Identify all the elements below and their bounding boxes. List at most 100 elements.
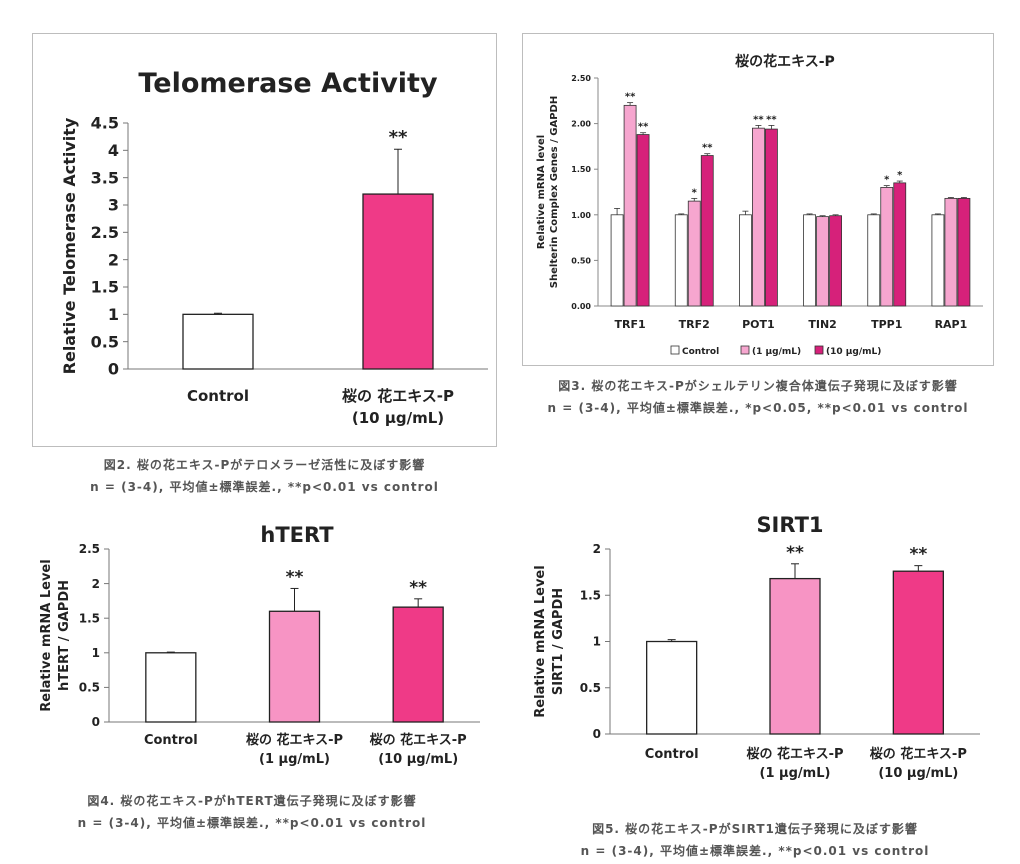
legend-swatch: [740, 345, 750, 355]
caption-note: n = (3-4), 平均値±標準誤差., *p<0.05, **p<0.01 …: [547, 401, 969, 415]
htert-chart: hTERT Relative mRNA Level hTERT / GAPDH 0 0.…: [39, 523, 480, 767]
chart-title: Telomerase Activity: [138, 68, 438, 99]
x-category-label: Control: [645, 747, 699, 762]
bar: [769, 577, 821, 735]
y-axis-label: Relative mRNA level: [536, 135, 547, 249]
x-category-sublabel: (1 μg/mL): [760, 766, 831, 781]
y-tick-label: 0: [108, 360, 119, 379]
bar: [739, 214, 752, 307]
y-tick-label: 3.5: [91, 168, 119, 187]
x-category-label: TPP1: [871, 318, 902, 331]
caption-title: 図5. 桜の花エキス-PがSIRT1遺伝子発現に及ぼす影響: [592, 822, 918, 836]
bar: [803, 214, 816, 307]
bar: [392, 606, 444, 723]
y-tick-label: 0: [92, 715, 100, 729]
y-tick-label: 1.5: [91, 278, 119, 297]
significance-label: *: [692, 187, 698, 198]
bar: [765, 128, 778, 307]
significance-label: **: [625, 92, 636, 103]
significance-label: **: [389, 127, 408, 148]
y-axis-label-secondary: hTERT / GAPDH: [57, 580, 72, 691]
legend-label: (1 μg/mL): [752, 347, 801, 357]
x-category-label: 桜の 花エキス-P: [342, 387, 454, 405]
y-axis-label-secondary: Shelterin Complex Genes / GAPDH: [549, 96, 560, 288]
bar: [944, 197, 958, 307]
telomerase-caption: 図2. 桜の花エキス-Pがテロメラーゼ活性に及ぼす影響 n = (3-4), 平…: [32, 454, 497, 498]
y-tick-label: 0.5: [91, 332, 119, 351]
y-tick-label: 0.50: [571, 256, 591, 265]
x-category-sublabel: (10 μg/mL): [352, 409, 444, 427]
significance-label: **: [909, 545, 927, 565]
y-tick-label: 0.5: [79, 681, 100, 695]
caption-note: n = (3-4), 平均値±標準誤差., **p<0.01 vs contro…: [580, 844, 930, 858]
sirt1-caption: 図5. 桜の花エキス-PがSIRT1遺伝子発現に及ぼす影響 n = (3-4),…: [520, 818, 990, 862]
bar: [892, 570, 944, 735]
y-axis-label: Relative Telomerase Activity: [60, 117, 79, 374]
chart-title: hTERT: [260, 523, 334, 547]
y-tick-label: 1.5: [79, 611, 100, 625]
y-tick-label: 2: [108, 250, 119, 269]
shelterin-chart: 桜の花エキス-P Relative mRNA level Shelterin Com…: [536, 53, 983, 357]
y-tick-label: 2.5: [79, 542, 100, 556]
y-tick-label: 0.5: [580, 681, 601, 695]
y-tick-label: 1.50: [571, 165, 591, 174]
x-category-sublabel: (10 μg/mL): [878, 766, 958, 781]
sirt1-chart: SIRT1 Relative mRNA Level SIRT1 / GAPDH 0 0.…: [533, 513, 980, 781]
bar: [362, 193, 434, 370]
x-category-label: Control: [144, 733, 198, 748]
bar: [700, 155, 714, 307]
htert-caption: 図4. 桜の花エキス-PがhTERT遺伝子発現に及ぼす影響 n = (3-4),…: [32, 790, 472, 834]
x-category-label: POT1: [742, 318, 775, 331]
x-category-sublabel: (1 μg/mL): [259, 752, 330, 767]
x-category-label: 桜の 花エキス-P: [870, 746, 967, 762]
y-tick-label: 1: [108, 305, 119, 324]
x-category-label: 桜の 花エキス-P: [370, 732, 467, 748]
htert-chart-panel: hTERT Relative mRNA Level hTERT / GAPDH 0 0.…: [32, 512, 492, 787]
significance-label: *: [884, 175, 890, 186]
bar: [816, 216, 829, 307]
legend-swatch: [814, 345, 824, 355]
x-category-label: RAP1: [935, 318, 968, 331]
bar: [957, 197, 971, 307]
y-tick-label: 1.00: [571, 211, 591, 220]
legend-label: Control: [682, 347, 719, 357]
y-tick-label: 2.5: [91, 223, 119, 242]
bar: [687, 200, 701, 307]
x-category-label: TIN2: [808, 318, 836, 331]
y-tick-label: 4.5: [91, 114, 119, 133]
significance-label: **: [638, 122, 649, 133]
significance-label: **: [753, 114, 764, 125]
y-tick-label: 0: [593, 727, 601, 741]
x-category-label: 桜の 花エキス-P: [246, 732, 343, 748]
telomerase-chart: Telomerase Activity Relative Telomerase A…: [60, 68, 488, 427]
x-category-sublabel: (10 μg/mL): [378, 752, 458, 767]
bar: [268, 610, 321, 723]
bar: [182, 313, 254, 370]
y-tick-label: 1: [92, 646, 100, 660]
y-tick-label: 1.5: [580, 588, 601, 602]
bar: [623, 104, 637, 307]
significance-label: **: [409, 578, 427, 598]
y-tick-label: 2.00: [571, 120, 591, 129]
significance-label: *: [897, 170, 903, 181]
bar: [636, 134, 650, 307]
y-axis-label: Relative mRNA Level: [533, 565, 548, 717]
bar: [931, 214, 945, 307]
y-tick-label: 2.50: [571, 74, 591, 83]
caption-title: 図3. 桜の花エキス-Pがシェルテリン複合体遺伝子発現に及ぼす影響: [558, 379, 958, 393]
x-category-label: TRF2: [679, 318, 710, 331]
bar: [610, 214, 624, 307]
chart-title: SIRT1: [756, 513, 823, 537]
shelterin-chart-panel: 桜の花エキス-P Relative mRNA level Shelterin Com…: [522, 33, 994, 366]
significance-label: **: [702, 143, 713, 154]
y-tick-label: 1: [593, 635, 601, 649]
bar: [752, 127, 765, 307]
telomerase-chart-panel: Telomerase Activity Relative Telomerase A…: [32, 33, 497, 447]
caption-note: n = (3-4), 平均値±標準誤差., **p<0.01 vs contro…: [77, 816, 427, 830]
legend-swatch: [670, 345, 680, 355]
bar: [145, 652, 197, 723]
y-tick-label: 4: [108, 141, 119, 160]
x-category-label: Control: [187, 387, 249, 405]
significance-label: **: [766, 114, 777, 125]
y-tick-label: 2: [92, 577, 100, 591]
